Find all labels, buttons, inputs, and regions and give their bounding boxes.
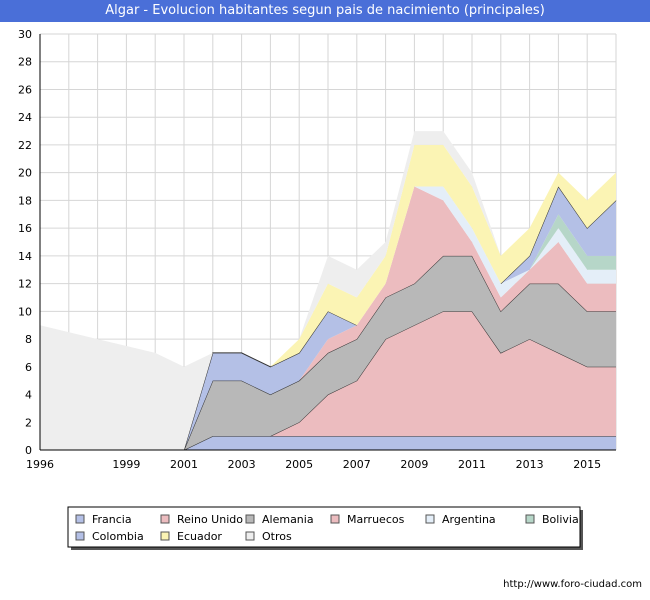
legend-label-argentina: Argentina <box>442 513 496 526</box>
chart-title: Algar - Evolucion habitantes segun pais … <box>0 0 650 22</box>
area-reino-unido <box>40 311 616 450</box>
legend-box <box>67 506 581 548</box>
legend-swatch-ecuador <box>160 531 170 541</box>
area-ecuador <box>40 144 616 450</box>
legend-label-francia: Francia <box>92 513 132 526</box>
x-tick-label: 1996 <box>26 458 54 471</box>
y-tick-label: 16 <box>18 222 32 235</box>
x-tick-label: 2015 <box>573 458 601 471</box>
x-tick-label: 2013 <box>516 458 544 471</box>
y-tick-label: 22 <box>18 139 32 152</box>
y-tick-label: 18 <box>18 194 32 207</box>
x-tick-label: 2001 <box>170 458 198 471</box>
area-colombia <box>40 186 616 451</box>
y-tick-label: 0 <box>25 444 32 457</box>
x-tick-label: 1999 <box>112 458 140 471</box>
legend-swatch-colombia <box>75 531 85 541</box>
x-tick-label: 2007 <box>343 458 371 471</box>
y-tick-label: 24 <box>18 111 32 124</box>
legend-swatch-francia <box>75 514 85 524</box>
x-tick-label: 2003 <box>228 458 256 471</box>
area-series <box>40 131 617 451</box>
legend-label-colombia: Colombia <box>92 530 144 543</box>
y-tick-label: 28 <box>18 56 32 69</box>
legend-label-marruecos: Marruecos <box>347 513 405 526</box>
legend-swatch-marruecos <box>330 514 340 524</box>
y-tick-label: 30 <box>18 28 32 41</box>
legend-label-ecuador: Ecuador <box>177 530 222 543</box>
legend-swatch-otros <box>245 531 255 541</box>
legend-swatch-bolivia <box>525 514 535 524</box>
x-tick-labels: 1996 1999 2001 2003 2005 2007 2009 2011 2013 2015 <box>26 458 601 471</box>
area-francia <box>40 436 616 450</box>
legend-label-reino-unido: Reino Unido <box>177 513 243 526</box>
y-tick-label: 20 <box>18 167 32 180</box>
y-tick-label: 10 <box>18 305 32 318</box>
legend-swatch-alemania <box>245 514 255 524</box>
y-tick-label: 26 <box>18 83 32 96</box>
legend-swatch-argentina <box>425 514 435 524</box>
legend-label-alemania: Alemania <box>262 513 314 526</box>
area-otros <box>40 131 616 451</box>
x-tick-label: 2009 <box>400 458 428 471</box>
area-marruecos <box>40 186 616 451</box>
y-tick-label: 8 <box>25 333 32 346</box>
x-tick-label: 2011 <box>458 458 486 471</box>
y-tick-label: 6 <box>25 361 32 374</box>
legend-swatch-reino-unido <box>160 514 170 524</box>
y-tick-label: 14 <box>18 250 32 263</box>
source-link[interactable]: http://www.foro-ciudad.com <box>503 579 642 590</box>
legend-label-bolivia: Bolivia <box>542 513 579 526</box>
axes <box>39 34 616 451</box>
y-tick-label: 2 <box>25 416 32 429</box>
y-tick-label: 4 <box>25 389 32 402</box>
legend-label-otros: Otros <box>262 530 292 543</box>
legend: Francia Reino Unido Alemania Marruecos Argen… <box>67 506 583 550</box>
y-tick-label: 12 <box>18 278 32 291</box>
x-tick-label: 2005 <box>285 458 313 471</box>
